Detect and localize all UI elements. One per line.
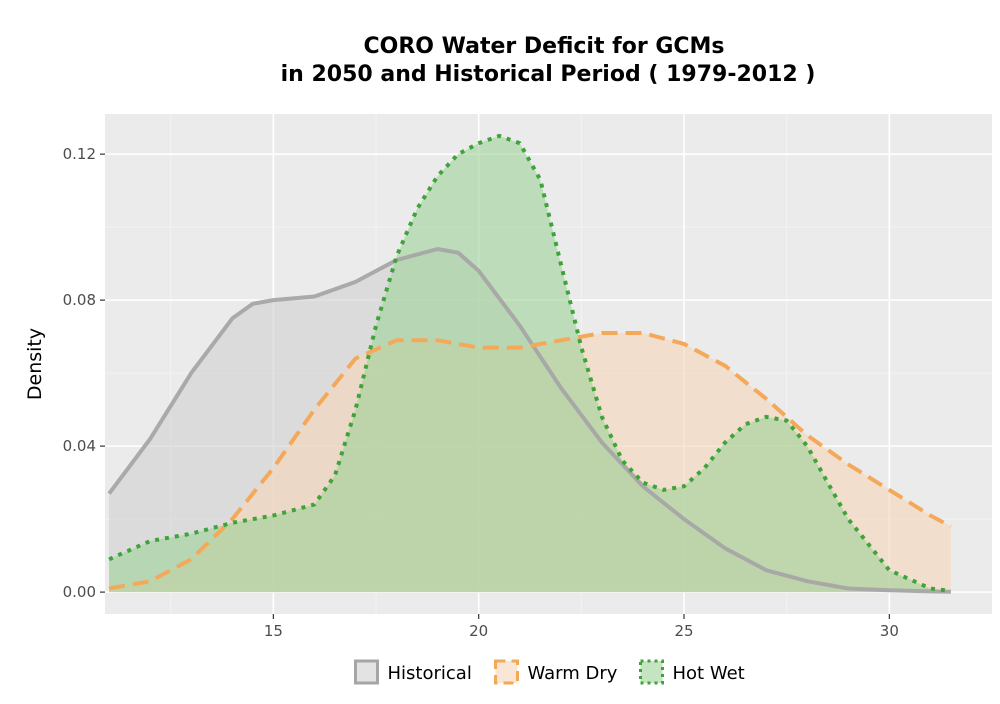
legend-key-warm-dry — [494, 659, 519, 685]
y-tick-label: 0.00 — [63, 583, 96, 601]
legend-item-warm-dry: Warm Dry — [494, 659, 618, 685]
line-historical — [107, 247, 951, 594]
area-hot-wet — [109, 135, 951, 593]
legend-label-hot-wet: Hot Wet — [673, 663, 745, 684]
chart-title-line2: in 2050 and Historical Period ( 1979-201… — [281, 62, 816, 87]
y-tick-label: 0.12 — [63, 145, 96, 163]
x-tick-label: 15 — [264, 622, 283, 640]
legend-key-historical — [354, 659, 379, 685]
chart-title-line1: CORO Water Deficit for GCMs — [363, 34, 724, 59]
y-tick-label: 0.08 — [63, 291, 96, 309]
density-lines — [107, 133, 952, 594]
legend-label-warm-dry: Warm Dry — [528, 663, 618, 684]
x-tick-label: 25 — [674, 622, 693, 640]
legend-item-historical: Historical — [354, 659, 472, 685]
y-axis-title: Density — [24, 328, 46, 400]
legend-item-hot-wet: Hot Wet — [639, 659, 745, 685]
legend-key-hot-wet — [639, 659, 664, 685]
x-tick-label: 20 — [469, 622, 488, 640]
density-areas — [109, 135, 951, 593]
y-tick-label: 0.04 — [63, 437, 96, 455]
line-hot-wet — [108, 133, 952, 593]
y-axis-ticks: 0.00 0.04 0.08 0.12 — [63, 145, 105, 601]
x-axis-ticks: 15 20 25 30 — [264, 614, 899, 640]
line-warm-dry — [108, 331, 952, 591]
legend-label-historical: Historical — [388, 663, 472, 684]
x-tick-label: 30 — [880, 622, 899, 640]
legend: Historical Warm Dry Hot Wet — [354, 659, 745, 685]
